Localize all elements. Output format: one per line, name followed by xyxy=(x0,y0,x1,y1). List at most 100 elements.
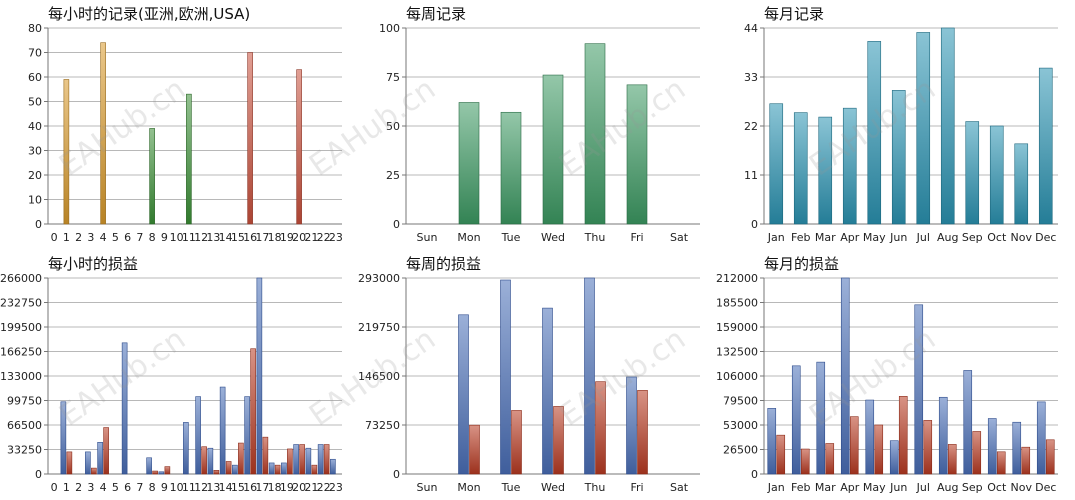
bar xyxy=(767,408,777,475)
chart-title: 每小时的损益 xyxy=(48,255,139,273)
x-tick-label: Jan xyxy=(767,231,785,244)
y-tick-label: 22 xyxy=(744,120,758,133)
bar xyxy=(232,464,238,475)
bar xyxy=(1036,401,1046,475)
bar xyxy=(800,448,810,475)
bar xyxy=(121,342,128,475)
bar xyxy=(238,442,244,475)
x-tick-label: Sun xyxy=(417,481,438,494)
bar xyxy=(972,431,982,475)
x-tick-label: 11 xyxy=(182,481,196,494)
chart-svg: 0 25 50 75 100 Sun Mon Tue Wed Thu Fri Sat xyxy=(379,22,700,244)
bar xyxy=(299,444,305,475)
x-tick-label: 19 xyxy=(280,231,294,244)
y-tick-label: 0 xyxy=(35,468,42,481)
bar xyxy=(296,69,302,225)
x-tick-label: 1 xyxy=(63,231,70,244)
bar xyxy=(317,444,324,475)
x-tick-label: Aug xyxy=(937,231,958,244)
y-tick-label: 33 xyxy=(744,71,758,84)
x-tick-label: 3 xyxy=(87,481,94,494)
chart-hourly-pnl: 每小时的损益 0 33250 66500 99750 133000 166250 19950… xyxy=(0,250,358,500)
bar xyxy=(825,443,835,475)
bar xyxy=(791,365,801,475)
bar xyxy=(458,102,480,225)
x-tick-label: 14 xyxy=(219,481,233,494)
x-tick-label: Dec xyxy=(1035,231,1056,244)
bar xyxy=(469,424,480,475)
x-tick-label: Tue xyxy=(501,231,521,244)
x-tick-label: 12 xyxy=(194,481,208,494)
bar xyxy=(542,307,553,475)
y-tick-label: 26500 xyxy=(723,444,758,457)
bar xyxy=(923,420,933,475)
bar xyxy=(916,32,931,225)
bar xyxy=(1038,67,1053,225)
x-tick-label: 15 xyxy=(231,231,245,244)
x-tick-label: Mar xyxy=(815,481,836,494)
bar xyxy=(164,466,171,475)
bar xyxy=(595,381,606,475)
bar xyxy=(965,121,980,225)
x-tick-label: Sat xyxy=(670,481,689,494)
bar xyxy=(201,446,207,475)
x-tick-label: 6 xyxy=(124,481,131,494)
x-tick-label: Jun xyxy=(889,231,907,244)
bar xyxy=(152,470,158,475)
x-tick-label: 21 xyxy=(304,481,318,494)
bar xyxy=(1021,446,1031,475)
x-tick-label: May xyxy=(863,481,886,494)
x-tick-label: 1 xyxy=(63,481,70,494)
y-tick-label: 266000 xyxy=(0,272,42,285)
y-tick-label: 60 xyxy=(28,71,42,84)
bar xyxy=(103,427,109,475)
x-tick-label: 4 xyxy=(100,481,107,494)
x-tick-label: 19 xyxy=(280,481,294,494)
bar xyxy=(85,451,91,475)
x-tick-label: May xyxy=(863,231,886,244)
bar xyxy=(626,376,637,475)
bar xyxy=(584,43,606,225)
x-tick-label: Jan xyxy=(767,481,785,494)
x-tick-label: 5 xyxy=(112,231,119,244)
bar xyxy=(818,116,833,225)
bar xyxy=(274,464,281,475)
bar xyxy=(500,111,522,225)
x-tick-label: 7 xyxy=(136,231,143,244)
bar xyxy=(769,103,784,225)
bar xyxy=(867,41,882,225)
bar xyxy=(553,406,564,475)
x-tick-label: Sat xyxy=(670,231,689,244)
x-tick-label: Sun xyxy=(417,231,438,244)
bar xyxy=(247,52,253,225)
x-tick-label: 18 xyxy=(268,231,282,244)
y-tick-label: 133000 xyxy=(0,370,42,383)
x-tick-label: 5 xyxy=(112,481,119,494)
y-tick-label: 0 xyxy=(751,468,758,481)
x-tick-label: 10 xyxy=(170,481,184,494)
x-tick-label: Oct xyxy=(987,481,1007,494)
x-tick-label: 9 xyxy=(161,231,168,244)
y-tick-label: 25 xyxy=(386,169,400,182)
y-tick-label: 293000 xyxy=(358,272,400,285)
bar xyxy=(963,370,973,475)
x-tick-label: Nov xyxy=(1011,231,1033,244)
x-tick-label: Apr xyxy=(840,231,860,244)
bar xyxy=(219,386,226,475)
x-tick-label: Dec xyxy=(1035,481,1056,494)
x-tick-label: 11 xyxy=(182,231,196,244)
bar xyxy=(183,422,189,475)
y-tick-label: 0 xyxy=(393,468,400,481)
x-tick-label: Nov xyxy=(1011,481,1033,494)
x-tick-label: 18 xyxy=(268,481,282,494)
bar xyxy=(250,348,256,475)
bar xyxy=(889,440,899,475)
x-tick-label: 23 xyxy=(329,231,343,244)
bar xyxy=(60,401,67,475)
bar xyxy=(987,418,997,475)
x-tick-label: 6 xyxy=(124,231,131,244)
bar xyxy=(305,447,312,475)
x-tick-label: Jul xyxy=(916,481,930,494)
y-tick-label: 106000 xyxy=(716,370,758,383)
chart-weekly-records: 每周记录 0 25 50 75 100 Sun Mon Tue Wed Thu Fri Sat xyxy=(358,0,716,250)
